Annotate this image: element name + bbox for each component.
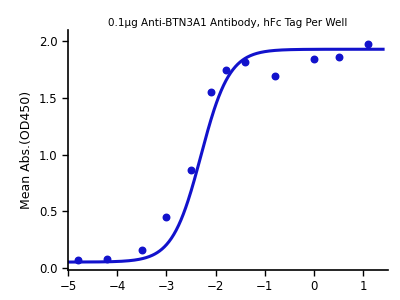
Point [139, 247, 145, 252]
Point [75, 257, 81, 262]
Point [208, 90, 214, 95]
Point [104, 256, 110, 261]
Point [242, 59, 248, 64]
Point [311, 57, 317, 62]
Text: 0.1μg Anti-BTN3A1 Antibody, hFc Tag Per Well: 0.1μg Anti-BTN3A1 Antibody, hFc Tag Per … [108, 18, 348, 28]
Point [336, 55, 342, 60]
Point [365, 41, 372, 46]
Y-axis label: Mean Abs.(OD450): Mean Abs.(OD450) [20, 91, 34, 209]
Point [163, 214, 170, 219]
Point [222, 67, 229, 72]
Point [272, 74, 278, 79]
Point [188, 168, 194, 173]
